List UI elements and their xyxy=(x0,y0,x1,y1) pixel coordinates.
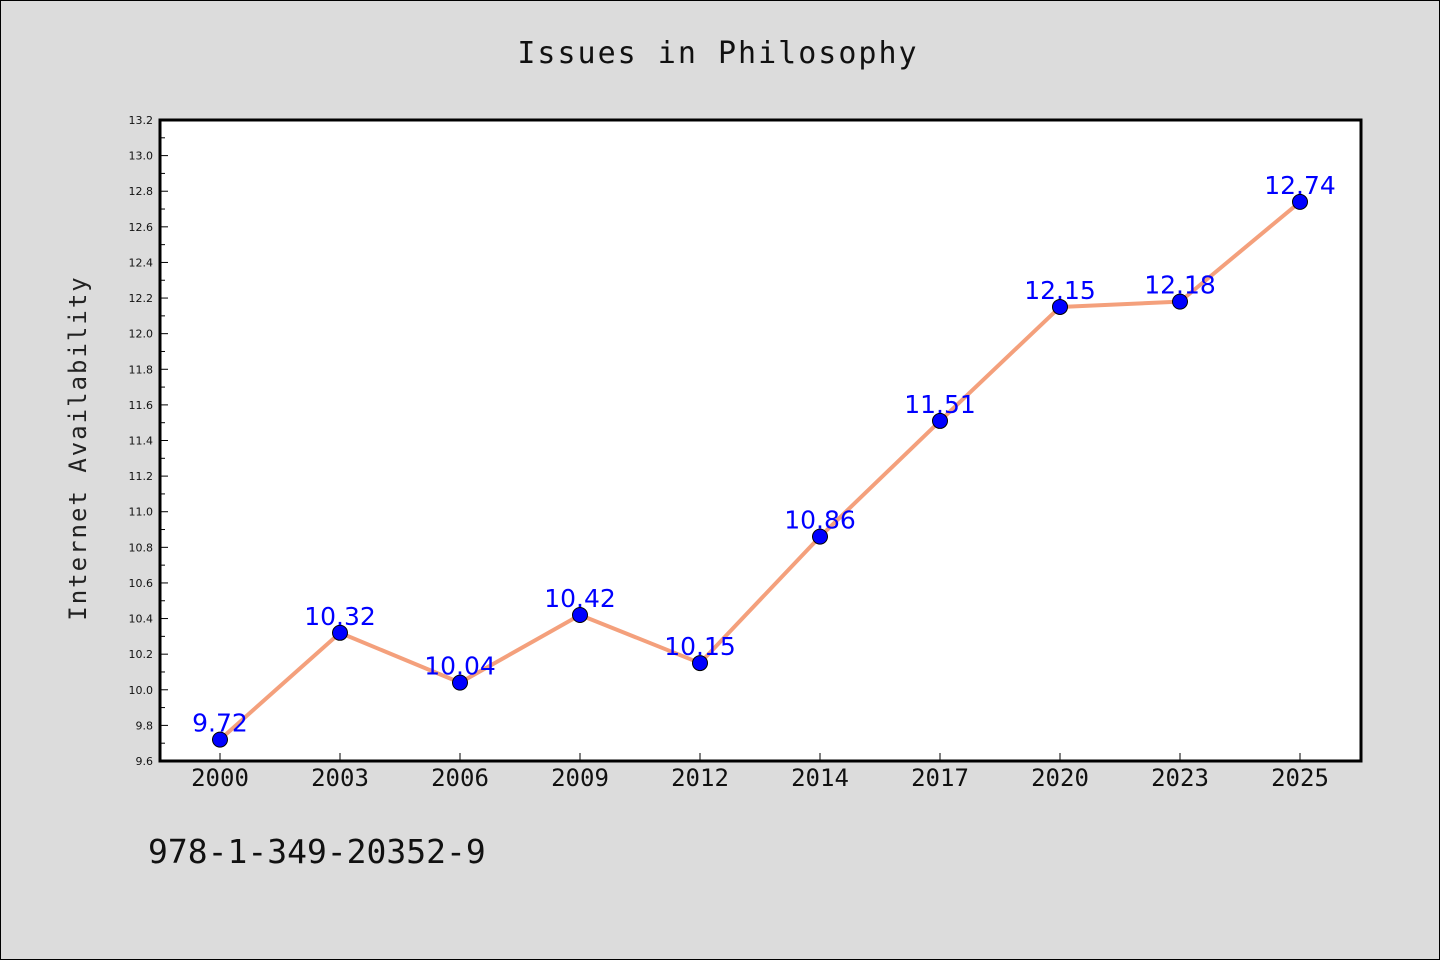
data-point xyxy=(1172,293,1188,310)
data-point xyxy=(1292,193,1308,210)
data-point xyxy=(1052,298,1068,315)
y-tick-label: 11.6 xyxy=(129,399,154,412)
x-tick-label: 2003 xyxy=(311,764,369,792)
y-tick-label: 12.2 xyxy=(129,292,154,305)
x-tick-label: 2020 xyxy=(1031,764,1089,792)
data-label: 12.18 xyxy=(1144,271,1216,300)
x-axis: 2000 2003 2006 2009 2012 2014 2017 2020 2023 2025 xyxy=(191,753,1329,792)
x-tick-label: 2025 xyxy=(1271,764,1329,792)
y-tick-label: 12.4 xyxy=(129,256,154,269)
x-tick-label: 2023 xyxy=(1151,764,1209,792)
series-layer: 9.72 10.32 10.04 10.42 10.15 10.86 11.51 12.15 1… xyxy=(192,171,1336,748)
y-tick-label: 9.6 xyxy=(136,755,154,768)
y-tick-label: 11.4 xyxy=(129,435,154,448)
y-tick-label: 10.0 xyxy=(129,684,154,697)
data-label: 10.32 xyxy=(304,602,376,631)
data-label: 10.15 xyxy=(664,632,736,661)
y-axis: 9.6 9.8 10.0 10.2 10.4 10.6 10.8 11.0 11.2 11.4 11… xyxy=(129,114,168,768)
y-tick-label: 11.0 xyxy=(129,506,154,519)
y-tick-label: 13.2 xyxy=(129,114,154,127)
chart-title: Issues in Philosophy xyxy=(517,36,918,71)
x-tick-label: 2014 xyxy=(791,764,849,792)
data-label: 10.04 xyxy=(424,652,496,681)
data-point xyxy=(692,655,708,672)
data-label: 9.72 xyxy=(192,709,248,738)
x-tick-label: 2000 xyxy=(191,764,249,792)
isbn-code: 978-1-349-20352-9 xyxy=(148,832,486,871)
y-tick-label: 12.0 xyxy=(129,328,154,341)
y-tick-label: 10.6 xyxy=(129,577,154,590)
y-tick-label: 12.6 xyxy=(129,221,154,234)
y-tick-label: 10.8 xyxy=(129,541,154,554)
plot-area xyxy=(158,118,1363,763)
y-tick-label: 10.4 xyxy=(129,613,154,626)
y-tick-label: 9.8 xyxy=(136,719,154,732)
y-tick-label: 11.2 xyxy=(129,470,154,483)
x-tick-label: 2012 xyxy=(671,764,729,792)
data-point xyxy=(812,528,828,545)
y-tick-label: 10.2 xyxy=(129,648,154,661)
y-tick-label: 13.0 xyxy=(129,150,154,163)
x-tick-label: 2017 xyxy=(911,764,969,792)
data-label: 12.15 xyxy=(1024,276,1096,305)
data-point xyxy=(452,674,468,691)
data-point xyxy=(332,624,348,641)
data-label: 10.86 xyxy=(784,506,856,535)
series-line xyxy=(218,199,1302,742)
data-label: 10.42 xyxy=(544,584,616,613)
data-label: 12.74 xyxy=(1264,171,1336,200)
x-tick-label: 2006 xyxy=(431,764,489,792)
data-label: 11.51 xyxy=(904,390,976,419)
data-point xyxy=(932,412,948,429)
data-point xyxy=(572,606,588,623)
x-tick-label: 2009 xyxy=(551,764,609,792)
y-axis-label: Internet Availability xyxy=(64,275,92,620)
data-point xyxy=(212,731,228,748)
y-tick-label: 12.8 xyxy=(129,185,154,198)
y-tick-label: 11.8 xyxy=(129,363,154,376)
